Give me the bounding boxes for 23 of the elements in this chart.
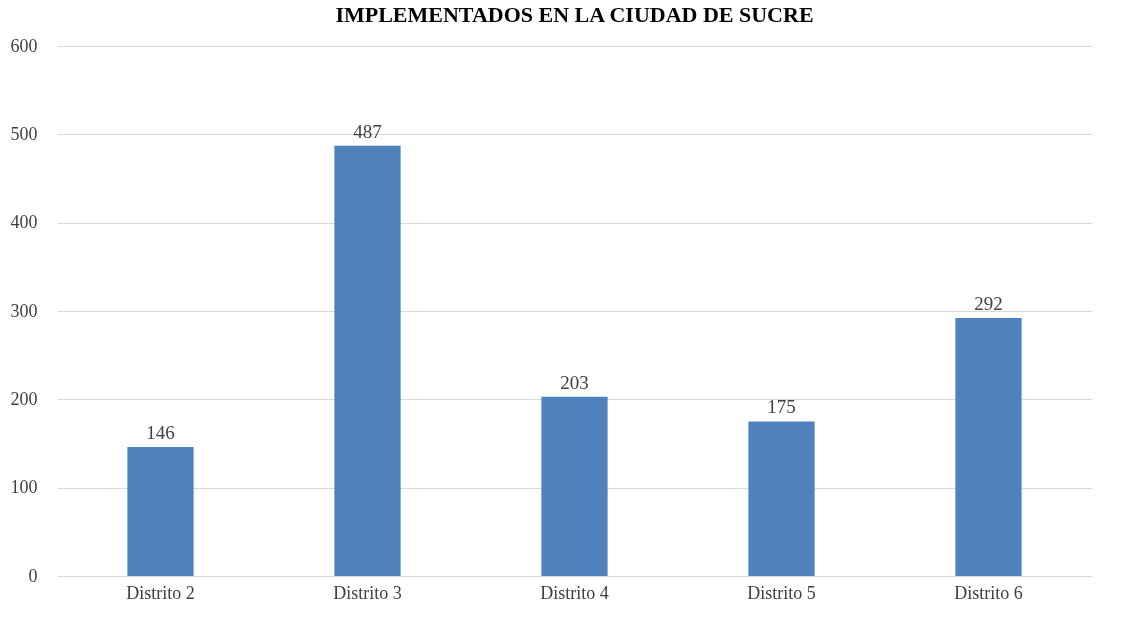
y-tick-label: 500 (10, 123, 38, 144)
x-tick-label: Distrito 5 (747, 582, 816, 603)
bar (541, 396, 608, 576)
data-label: 203 (560, 371, 589, 393)
y-tick-label: 0 (28, 565, 38, 586)
x-tick-label: Distrito 3 (333, 582, 402, 603)
bar (955, 318, 1022, 576)
y-tick-label: 200 (10, 388, 38, 409)
y-tick-label: 100 (10, 477, 38, 498)
data-label: 487 (353, 120, 382, 142)
bar (748, 421, 815, 576)
chart-title: IMPLEMENTADOS EN LA CIUDAD DE SUCRE (335, 2, 814, 27)
y-tick-label: 600 (10, 35, 38, 56)
x-tick-label: Distrito 6 (954, 582, 1023, 603)
x-tick-label: Distrito 4 (540, 582, 609, 603)
y-tick-label: 300 (10, 300, 38, 321)
x-tick-label: Distrito 2 (126, 582, 195, 603)
y-tick-label: 400 (10, 212, 38, 233)
data-label: 175 (767, 396, 796, 418)
bar (127, 447, 194, 576)
bar (334, 145, 401, 576)
data-label: 292 (974, 293, 1003, 315)
data-label: 146 (146, 422, 175, 444)
